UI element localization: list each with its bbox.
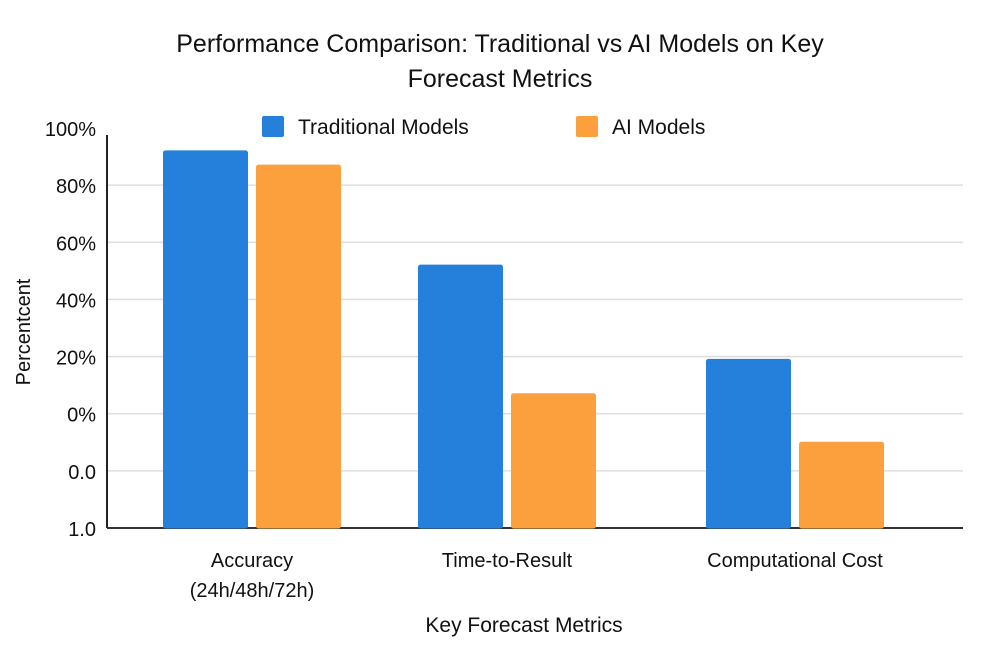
legend-swatch — [576, 116, 598, 137]
x-tick-label: Time-to-Result — [442, 550, 573, 572]
y-tick-label: 40% — [56, 290, 96, 312]
y-tick-label: 80% — [56, 176, 96, 198]
x-axis-label: Key Forecast Metrics — [425, 614, 622, 637]
x-tick-label: Computational Cost — [707, 550, 883, 572]
y-tick-label: 20% — [56, 348, 96, 370]
y-tick-label: 1.0 — [68, 519, 96, 541]
bar-ai-models — [799, 441, 884, 529]
legend-label: AI Models — [612, 116, 705, 139]
y-tick-label: 100% — [45, 119, 96, 141]
bar-ai-models — [256, 164, 341, 529]
bar-traditional-models — [706, 358, 791, 529]
bar-traditional-models — [163, 150, 248, 529]
legend-label: Traditional Models — [298, 116, 469, 139]
chart-title: Forecast Metrics — [408, 65, 593, 93]
y-tick-label: 0.0 — [68, 462, 96, 484]
y-tick-label: 60% — [56, 233, 96, 255]
chart-title: Performance Comparison: Traditional vs A… — [176, 30, 824, 58]
y-axis-label: Percentcent — [13, 278, 35, 385]
bar-ai-models — [511, 393, 596, 529]
x-tick-label: Accuracy — [211, 550, 293, 572]
y-tick-label: 0% — [67, 405, 96, 427]
x-tick-label: (24h/48h/72h) — [190, 580, 315, 602]
bar-traditional-models — [418, 264, 503, 529]
legend-swatch — [262, 116, 284, 137]
